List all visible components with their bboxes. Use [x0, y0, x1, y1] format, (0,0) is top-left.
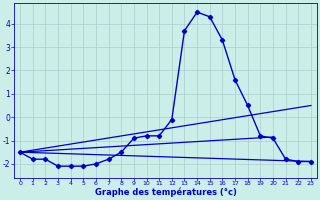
X-axis label: Graphe des températures (°c): Graphe des températures (°c) — [94, 188, 236, 197]
